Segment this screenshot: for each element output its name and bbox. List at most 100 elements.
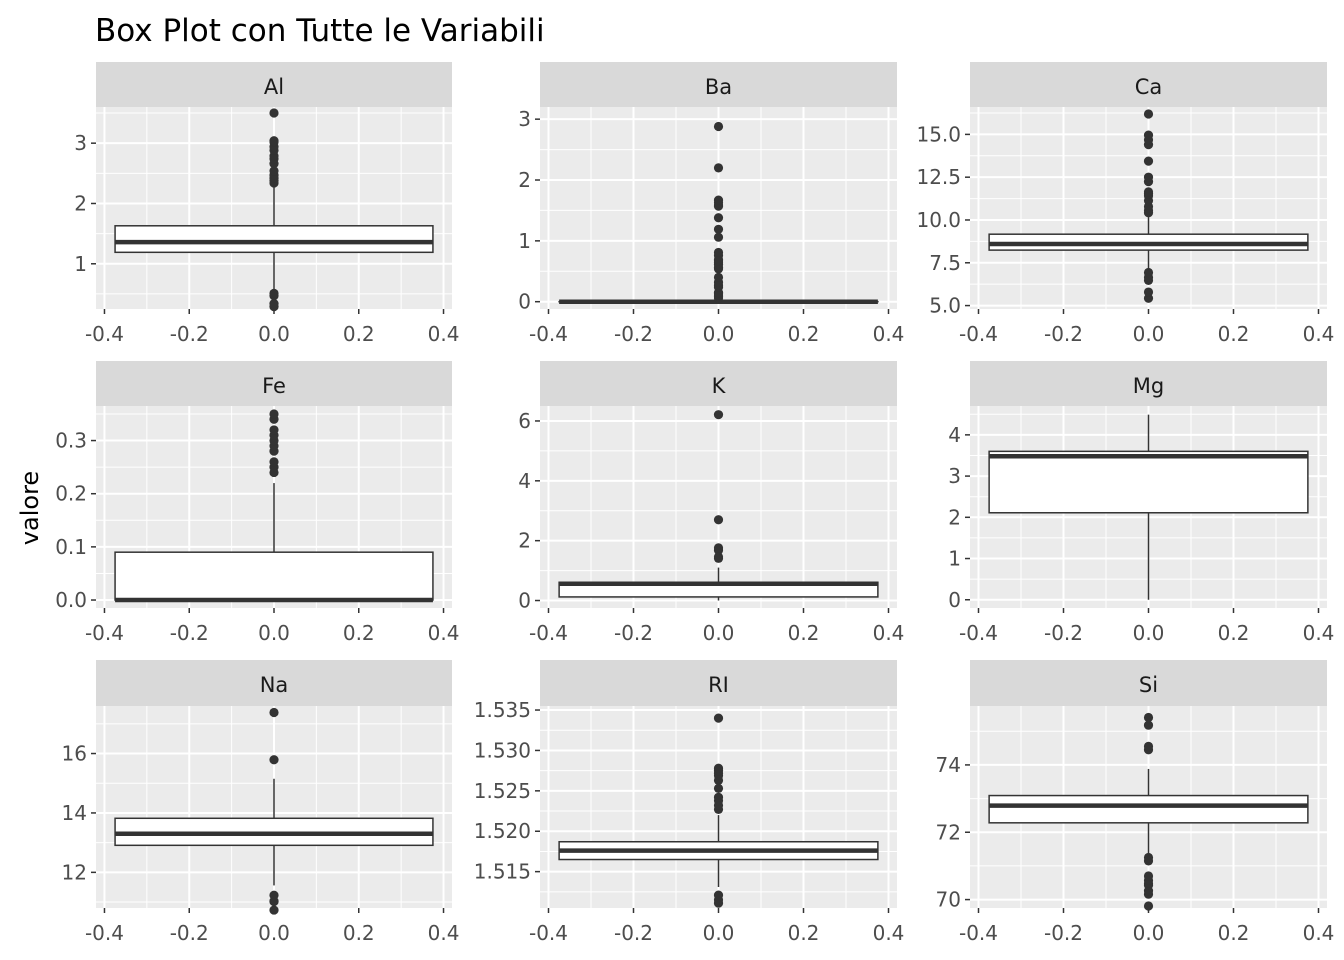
- y-tick-label: 3: [948, 464, 961, 488]
- y-tick-label: 14: [62, 801, 87, 825]
- x-tick-label: 0.2: [1218, 621, 1250, 645]
- outlier-point: [1143, 109, 1154, 119]
- facet-strip-label: Na: [260, 673, 289, 697]
- y-tick-label: 2: [518, 529, 531, 553]
- y-tick-label: 2: [518, 168, 531, 192]
- x-tick-label: 0.0: [703, 621, 735, 645]
- facet-fe: Fe -0.4 -0.2 0.0 0.2 0.4 0.0 0.1 0.2 0.3: [55, 361, 459, 645]
- x-tick-label: 0.4: [873, 621, 905, 645]
- facet-strip: [540, 660, 897, 706]
- facet-strip: [970, 660, 1327, 706]
- facet-strip: [970, 62, 1327, 107]
- facet-ba: Ba -0.4 -0.2 0.0 0.2 0.4 0 1 2 3: [518, 62, 904, 346]
- outlier-point: [713, 792, 724, 802]
- y-tick-label: 1: [74, 252, 87, 276]
- facet-na: Na -0.4 -0.2 0.0 0.2 0.4 12 14 16: [62, 660, 460, 945]
- facet-k: K -0.4 -0.2 0.0 0.2 0.4 0 2 4 6: [518, 361, 904, 645]
- outlier-point: [713, 515, 724, 525]
- x-tick-label: 0.4: [873, 921, 905, 945]
- x-tick-label: -0.4: [529, 921, 568, 945]
- outlier-point: [713, 543, 724, 553]
- facet-ca: Ca -0.4 -0.2 0.0 0.2 0.4 5.0 7.5 10.0 12.5 15.0: [916, 62, 1334, 346]
- facet-strip: [540, 62, 897, 107]
- x-tick-label: 0.4: [428, 621, 460, 645]
- outlier-point: [269, 905, 279, 915]
- outlier-point: [269, 457, 279, 467]
- facet-strip-label: Fe: [262, 374, 286, 398]
- facet-strip: [96, 660, 452, 706]
- x-tick-label: 0.2: [343, 621, 375, 645]
- x-tick-label: 0.0: [1133, 322, 1165, 346]
- y-tick-label: 70: [936, 888, 961, 912]
- box-iqr: [988, 794, 1309, 824]
- y-tick-label: 3: [74, 131, 87, 155]
- outlier-point: [1143, 287, 1154, 297]
- x-tick-label: -0.2: [1044, 322, 1083, 346]
- outlier-point: [713, 552, 724, 562]
- y-tick-label: 15.0: [916, 122, 961, 146]
- x-tick-label: -0.2: [614, 621, 653, 645]
- x-tick-label: 0.4: [428, 322, 460, 346]
- x-tick-label: -0.4: [85, 921, 124, 945]
- x-tick-label: 0.0: [258, 322, 290, 346]
- x-tick-label: 0.2: [1218, 322, 1250, 346]
- facet-strip-label: Ba: [705, 75, 732, 99]
- outlier-point: [1143, 130, 1154, 140]
- x-tick-label: -0.4: [85, 322, 124, 346]
- facet-si: Si -0.4 -0.2 0.0 0.2 0.4 70 72 74: [936, 660, 1335, 945]
- y-tick-label: 1.525: [474, 779, 531, 803]
- x-tick-label: 0.0: [258, 621, 290, 645]
- outlier-point: [713, 163, 724, 173]
- y-tick-label: 1: [948, 547, 961, 571]
- outlier-point: [713, 232, 724, 242]
- outlier-point: [269, 425, 279, 435]
- y-tick-label: 1.520: [474, 819, 531, 843]
- y-tick-label: 4: [518, 469, 531, 493]
- y-tick-label: 1.535: [474, 698, 531, 722]
- x-tick-label: 0.4: [1303, 621, 1335, 645]
- outlier-point: [713, 713, 724, 723]
- outlier-point: [1143, 720, 1154, 730]
- facet-ri: RI -0.4 -0.2 0.0 0.2 0.4 1.515 1.520 1.525 1.530 1…: [474, 660, 905, 945]
- outlier-point: [1143, 187, 1154, 197]
- y-tick-label: 6: [518, 409, 531, 433]
- y-tick-label: 72: [936, 820, 961, 844]
- outlier-point: [1143, 852, 1154, 863]
- x-tick-label: 0.2: [1218, 921, 1250, 945]
- facet-strip-label: Al: [264, 75, 284, 99]
- x-tick-label: 0.4: [428, 921, 460, 945]
- outlier-point: [713, 783, 724, 794]
- y-tick-label: 16: [62, 742, 87, 766]
- outlier-point: [713, 224, 724, 234]
- facet-strip: [96, 361, 452, 406]
- y-tick-label: 7.5: [929, 251, 961, 275]
- y-tick-label: 12: [62, 860, 87, 884]
- x-tick-label: 0.0: [1133, 921, 1165, 945]
- y-tick-label: 0.2: [55, 482, 87, 506]
- x-tick-label: -0.4: [529, 322, 568, 346]
- outlier-point: [269, 288, 279, 298]
- x-tick-label: -0.2: [170, 921, 209, 945]
- x-tick-label: 0.2: [788, 921, 820, 945]
- x-tick-label: -0.2: [614, 322, 653, 346]
- outlier-point: [1143, 156, 1154, 166]
- y-tick-label: 0.1: [55, 535, 87, 559]
- y-tick-label: 0: [518, 589, 531, 613]
- outlier-point: [713, 247, 724, 258]
- facet-strip: [96, 62, 452, 107]
- outlier-point: [1143, 871, 1154, 881]
- facet-mg: Mg -0.4 -0.2 0.0 0.2 0.4 0 1 2 3 4: [948, 361, 1334, 645]
- x-tick-label: -0.2: [170, 322, 209, 346]
- facet-strip-label: Ca: [1135, 75, 1163, 99]
- outlier-point: [269, 136, 279, 146]
- y-tick-label: 5.0: [929, 294, 961, 318]
- x-tick-label: 0.0: [1133, 621, 1165, 645]
- facet-strip-label: RI: [708, 673, 729, 697]
- y-tick-label: 0.3: [55, 429, 87, 453]
- y-tick-label: 1: [518, 229, 531, 253]
- facet-strip: [970, 361, 1327, 406]
- y-tick-label: 1.530: [474, 738, 531, 762]
- x-tick-label: 0.4: [1303, 921, 1335, 945]
- y-tick-label: 2: [74, 191, 87, 215]
